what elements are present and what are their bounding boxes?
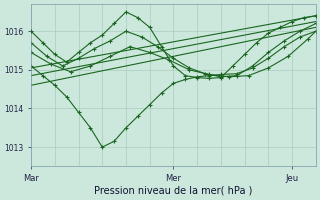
- X-axis label: Pression niveau de la mer( hPa ): Pression niveau de la mer( hPa ): [94, 186, 252, 196]
